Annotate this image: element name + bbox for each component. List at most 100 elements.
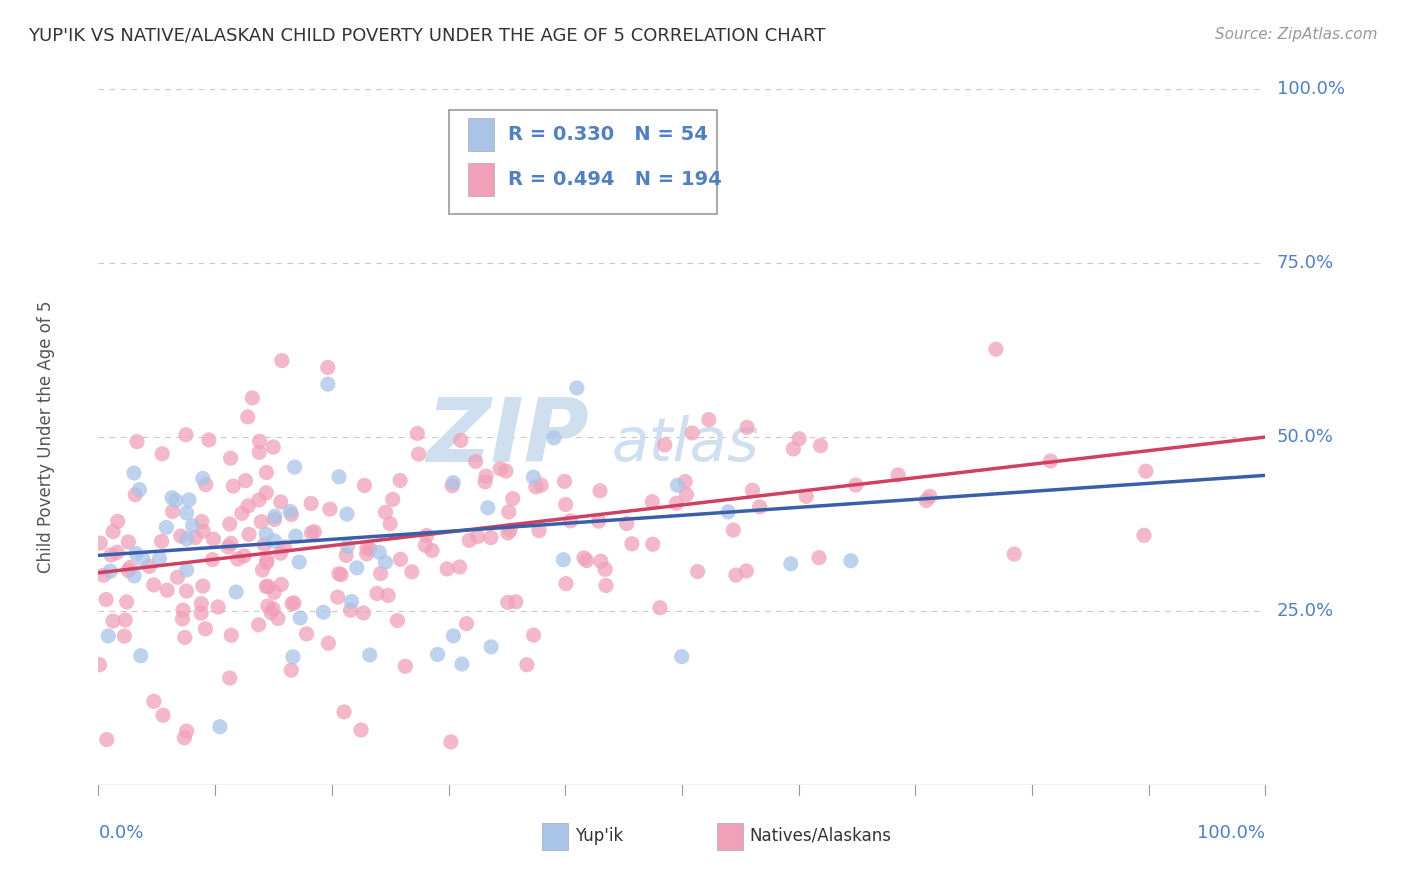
Point	[256, 553, 278, 567]
Point	[173, 731, 195, 745]
Point	[278, 504, 301, 518]
Point	[202, 532, 225, 546]
Point	[270, 577, 292, 591]
Point	[263, 533, 285, 548]
Point	[595, 578, 617, 592]
Point	[112, 629, 135, 643]
Point	[256, 599, 278, 613]
FancyBboxPatch shape	[468, 118, 494, 151]
Point	[523, 628, 546, 642]
Point	[787, 432, 810, 446]
Point	[479, 640, 502, 654]
Point	[267, 611, 290, 625]
Point	[166, 570, 188, 584]
Point	[288, 555, 311, 569]
Point	[107, 515, 129, 529]
Point	[89, 536, 111, 550]
Point	[666, 478, 689, 492]
Point	[132, 552, 155, 566]
Point	[280, 663, 302, 677]
Point	[263, 585, 285, 599]
Point	[193, 524, 215, 538]
Point	[262, 440, 284, 454]
Point	[543, 431, 565, 445]
Point	[641, 537, 664, 551]
Point	[254, 527, 277, 541]
Point	[588, 514, 610, 528]
Point	[250, 515, 273, 529]
Point	[477, 500, 499, 515]
Point	[253, 538, 276, 552]
Point	[374, 505, 396, 519]
Point	[675, 488, 697, 502]
Point	[717, 505, 740, 519]
Point	[191, 471, 214, 485]
Point	[97, 629, 120, 643]
Point	[288, 611, 311, 625]
Point	[240, 391, 263, 405]
Point	[415, 528, 437, 542]
Point	[616, 516, 638, 531]
Point	[499, 523, 522, 537]
Point	[254, 580, 277, 594]
Point	[170, 529, 193, 543]
Point	[219, 628, 242, 642]
Point	[176, 506, 198, 520]
Point	[217, 540, 239, 554]
Point	[270, 546, 292, 560]
Point	[451, 657, 474, 671]
Point	[352, 606, 374, 620]
Point	[370, 566, 392, 581]
Point	[458, 533, 481, 548]
Point	[219, 451, 242, 466]
Point	[845, 478, 868, 492]
Point	[516, 657, 538, 672]
Point	[415, 538, 437, 552]
Point	[247, 617, 270, 632]
Point	[553, 552, 575, 566]
Point	[441, 629, 464, 643]
Point	[162, 504, 184, 518]
Point	[502, 491, 524, 506]
Point	[316, 360, 339, 375]
Point	[125, 434, 148, 449]
Point	[142, 578, 165, 592]
Text: ZIP: ZIP	[426, 393, 589, 481]
Point	[124, 488, 146, 502]
Point	[254, 485, 277, 500]
Point	[505, 595, 527, 609]
Point	[148, 551, 170, 566]
Point	[257, 579, 280, 593]
Point	[374, 555, 396, 569]
Point	[449, 560, 471, 574]
Text: R = 0.330   N = 54: R = 0.330 N = 54	[508, 125, 707, 144]
Point	[377, 589, 399, 603]
Point	[553, 475, 575, 489]
Point	[450, 434, 472, 448]
Point	[190, 597, 212, 611]
Point	[280, 508, 302, 522]
Point	[456, 616, 478, 631]
Point	[810, 439, 832, 453]
Point	[177, 492, 200, 507]
Point	[984, 343, 1007, 357]
Point	[238, 527, 260, 541]
Point	[401, 565, 423, 579]
Point	[231, 507, 253, 521]
Point	[129, 648, 152, 663]
Point	[281, 597, 304, 611]
Point	[155, 520, 177, 534]
Point	[256, 466, 278, 480]
Text: YUP'IK VS NATIVE/ALASKAN CHILD POVERTY UNDER THE AGE OF 5 CORRELATION CHART: YUP'IK VS NATIVE/ALASKAN CHILD POVERTY U…	[28, 27, 825, 45]
Point	[172, 612, 194, 626]
Point	[252, 563, 274, 577]
Point	[673, 475, 696, 489]
Point	[173, 631, 195, 645]
Point	[560, 514, 582, 528]
Point	[101, 524, 124, 539]
Point	[1039, 454, 1062, 468]
Point	[387, 614, 409, 628]
Point	[782, 442, 804, 456]
Point	[1135, 464, 1157, 478]
Point	[96, 732, 118, 747]
